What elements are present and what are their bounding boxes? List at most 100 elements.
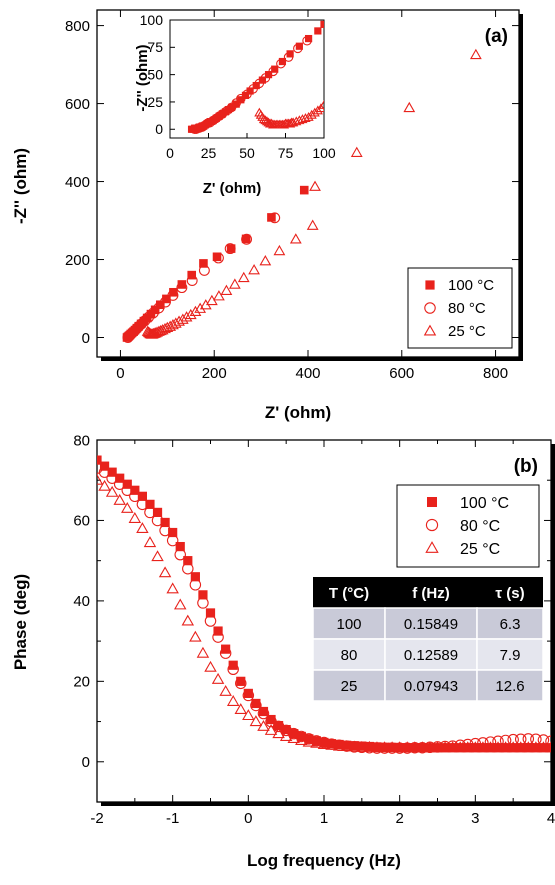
data-point bbox=[523, 743, 533, 753]
y-tick-label: 80 bbox=[73, 432, 90, 449]
data-point bbox=[342, 740, 352, 750]
inset-x-axis-label: Z' (ohm) bbox=[203, 180, 262, 197]
legend-marker bbox=[425, 518, 439, 532]
data-point bbox=[99, 461, 110, 471]
data-point bbox=[271, 65, 279, 73]
data-point bbox=[199, 259, 208, 268]
data-point bbox=[493, 743, 503, 753]
data-point bbox=[425, 743, 435, 753]
data-point bbox=[136, 522, 149, 534]
data-point bbox=[166, 582, 179, 594]
data-point bbox=[297, 114, 308, 124]
data-point bbox=[243, 688, 253, 698]
data-point bbox=[164, 320, 177, 331]
panel-a-y-axis-label: -Z'' (ohm) bbox=[11, 148, 30, 224]
x-tick-label: 0 bbox=[116, 365, 124, 382]
table-cell-background bbox=[384, 638, 478, 671]
legend-marker bbox=[427, 497, 437, 507]
x-tick-label: 800 bbox=[483, 365, 508, 382]
data-point bbox=[357, 741, 367, 751]
panel-b-legend-entries: 100 °C 80 °C 25 °C bbox=[425, 495, 509, 558]
table-cell-background bbox=[312, 607, 386, 640]
data-point bbox=[180, 311, 193, 322]
data-point bbox=[274, 720, 284, 731]
data-point bbox=[267, 213, 276, 222]
table-cell: 80 bbox=[341, 647, 358, 664]
inset-y-axis-label: -Z'' (ohm) bbox=[134, 44, 151, 111]
data-point bbox=[160, 517, 170, 528]
table-header-cell: T (°C) bbox=[329, 585, 369, 602]
data-point bbox=[115, 473, 125, 483]
data-point bbox=[175, 541, 185, 552]
series-filled-square bbox=[122, 185, 309, 342]
table-cell: 25 bbox=[341, 678, 358, 695]
panel-b-y-axis-label: Phase (deg) bbox=[11, 574, 30, 670]
x-tick-label: 1 bbox=[320, 810, 328, 827]
data-point bbox=[158, 566, 172, 578]
y-tick-label: 400 bbox=[65, 174, 90, 191]
table-header-background bbox=[313, 577, 543, 608]
table-header-cell: τ (s) bbox=[495, 585, 524, 602]
data-point bbox=[248, 264, 260, 275]
data-point bbox=[156, 300, 165, 310]
data-point bbox=[264, 724, 278, 735]
x-tick-label: -1 bbox=[166, 810, 179, 827]
data-point bbox=[417, 743, 427, 753]
data-point bbox=[168, 527, 178, 538]
legend-label: 25 °C bbox=[460, 541, 500, 558]
data-point bbox=[226, 695, 240, 706]
legend-label: 80 °C bbox=[448, 300, 486, 317]
data-point bbox=[485, 743, 496, 753]
table-cell: 100 bbox=[336, 616, 361, 633]
data-point bbox=[242, 709, 255, 721]
data-point bbox=[189, 305, 202, 317]
data-point bbox=[264, 71, 273, 79]
data-point bbox=[162, 294, 171, 304]
table-cell-background bbox=[312, 638, 386, 671]
data-point bbox=[198, 590, 208, 600]
inset-frame bbox=[169, 19, 325, 139]
y-tick-label: 50 bbox=[147, 67, 163, 83]
panel-a-plot-area bbox=[122, 48, 482, 343]
table-cell-background bbox=[476, 638, 544, 671]
data-point bbox=[410, 743, 420, 753]
table-cell: 0.07943 bbox=[404, 678, 458, 695]
y-tick-label: 0 bbox=[82, 754, 90, 771]
y-tick-label: 100 bbox=[140, 12, 164, 28]
legend-label: 25 °C bbox=[448, 323, 486, 340]
panel-b-plot-area bbox=[97, 455, 551, 754]
x-tick-label: 75 bbox=[278, 145, 294, 161]
data-point bbox=[455, 743, 465, 753]
y-tick-label: 600 bbox=[65, 96, 90, 113]
data-point bbox=[220, 284, 233, 295]
data-point bbox=[304, 734, 314, 744]
data-point bbox=[234, 703, 248, 715]
data-point bbox=[212, 252, 222, 262]
table-cell: 6.3 bbox=[500, 616, 521, 633]
data-point bbox=[334, 739, 344, 750]
panel-a-axes: 0 200 400 600 800 0 200 400 600 800 bbox=[65, 10, 519, 382]
x-tick-label: 200 bbox=[202, 365, 227, 382]
data-point bbox=[113, 493, 126, 505]
data-point bbox=[289, 729, 299, 739]
data-point bbox=[122, 479, 132, 489]
data-point bbox=[211, 672, 225, 684]
data-point bbox=[204, 660, 217, 672]
data-point bbox=[309, 180, 321, 191]
data-point bbox=[306, 109, 317, 119]
y-tick-label: 75 bbox=[147, 39, 163, 55]
data-point bbox=[402, 743, 412, 753]
data-point bbox=[236, 676, 246, 686]
data-point bbox=[145, 499, 155, 509]
data-point bbox=[372, 742, 382, 752]
x-tick-label: 4 bbox=[547, 810, 555, 827]
data-point bbox=[303, 111, 314, 121]
table-cell: 12.6 bbox=[495, 678, 524, 695]
x-tick-label: 50 bbox=[239, 145, 255, 161]
data-point bbox=[97, 455, 102, 465]
panel-b-legend bbox=[396, 484, 540, 568]
data-point bbox=[318, 99, 324, 109]
data-point bbox=[296, 731, 306, 742]
